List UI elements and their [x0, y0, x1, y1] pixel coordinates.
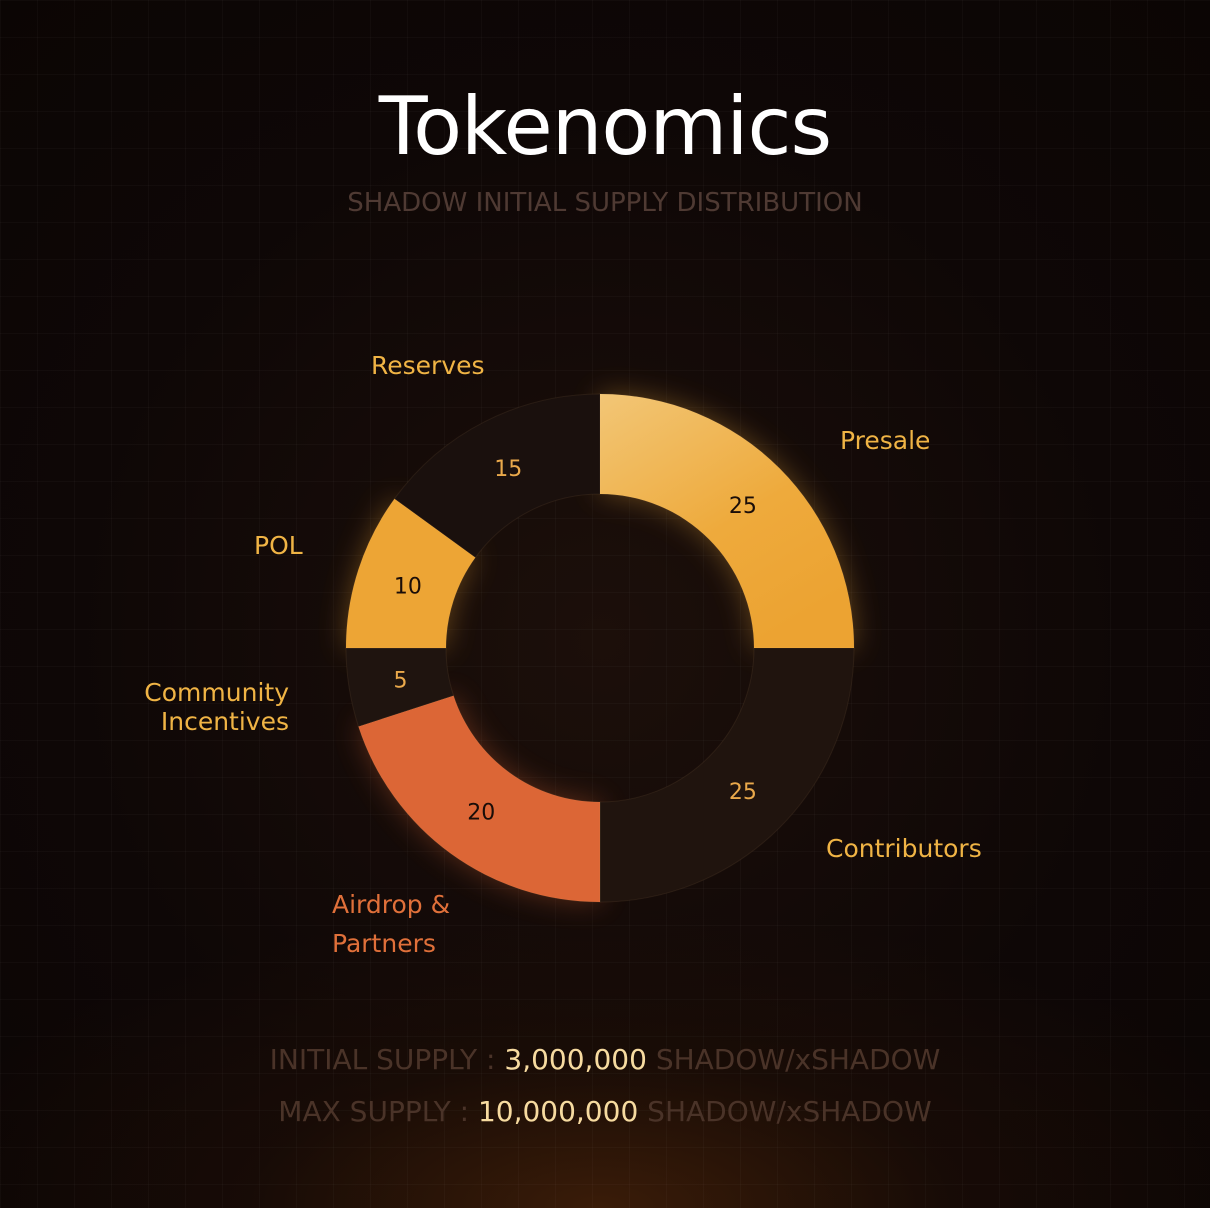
max-supply-unit: SHADOW/xSHADOW [647, 1095, 932, 1128]
label-reserves: Reserves [371, 351, 485, 380]
max-supply-label: MAX SUPPLY : [278, 1095, 470, 1128]
value-label-reserves: 15 [494, 457, 522, 482]
value-label-presale: 25 [729, 494, 757, 519]
slice-pol [345, 498, 477, 649]
label-pol: POL [254, 531, 303, 560]
page-title: Tokenomics [378, 80, 832, 173]
value-label-community-incentives: 5 [393, 669, 407, 694]
value-label-pol: 10 [394, 575, 422, 600]
slice-reserves [393, 393, 601, 559]
max-supply-value: 10,000,000 [477, 1095, 639, 1128]
label-airdrop-partners: Airdrop & Partners [332, 890, 451, 958]
slice-contributors [599, 647, 855, 903]
slice-presale [599, 393, 855, 649]
page-subtitle: SHADOW INITIAL SUPPLY DISTRIBUTION [347, 188, 863, 218]
value-label-contributors: 25 [729, 780, 757, 805]
initial-supply-value: 3,000,000 [504, 1043, 647, 1076]
value-label-airdrop-partners: 20 [467, 800, 495, 825]
initial-supply-label: INITIAL SUPPLY : [269, 1043, 496, 1076]
slice-airdrop-partners [357, 694, 601, 903]
label-presale: Presale [840, 426, 931, 455]
max-supply: MAX SUPPLY : 10,000,000 SHADOW/xSHADOW [0, 1095, 1210, 1128]
label-contributors: Contributors [826, 834, 982, 863]
label-community-incentives: Community Incentives [144, 678, 289, 736]
initial-supply: INITIAL SUPPLY : 3,000,000 SHADOW/xSHADO… [0, 1043, 1210, 1076]
initial-supply-unit: SHADOW/xSHADOW [655, 1043, 941, 1076]
